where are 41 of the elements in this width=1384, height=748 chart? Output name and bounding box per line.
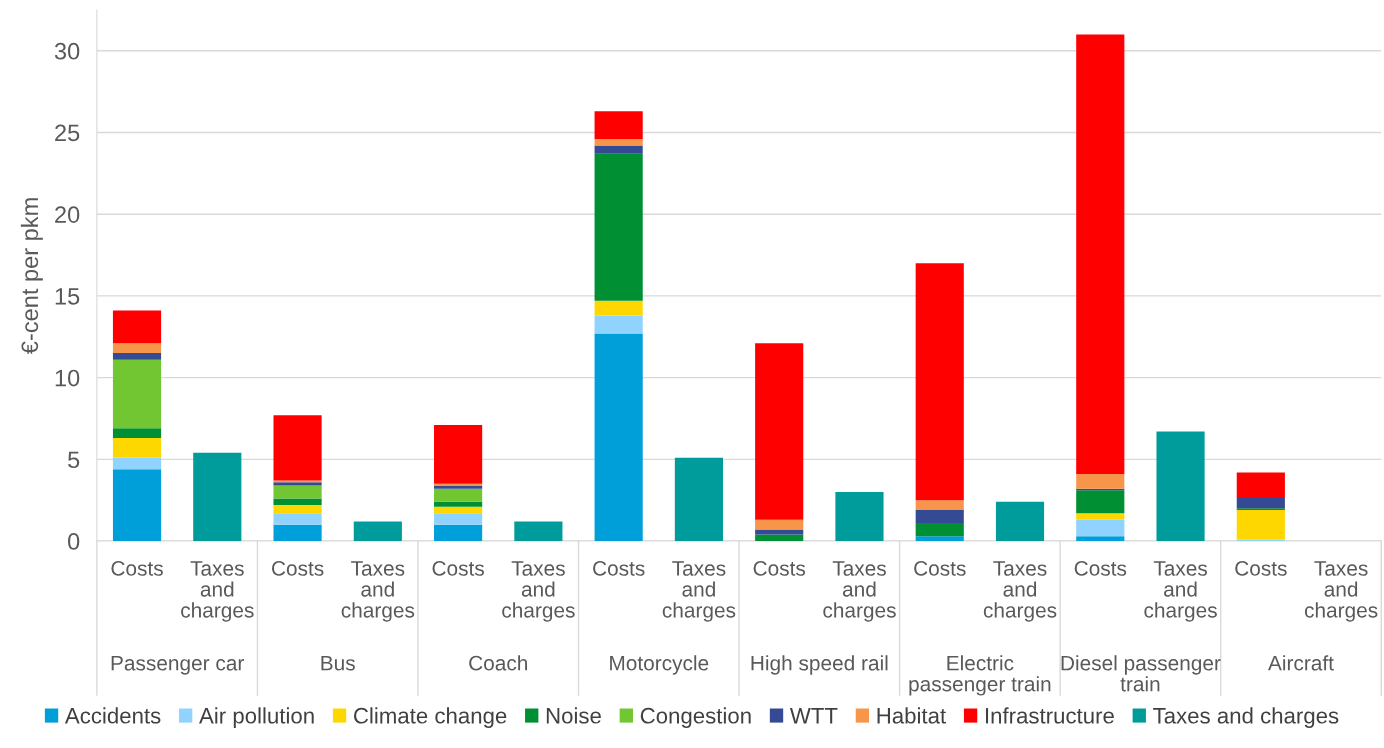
legend-label: Climate change xyxy=(354,707,507,728)
text: Passenger car xyxy=(111,655,244,675)
y-tick-label: 30 xyxy=(54,42,80,60)
text: Bus xyxy=(321,655,355,671)
text: Aircraft xyxy=(1268,655,1334,671)
x-tick-label: Taxes and charges xyxy=(983,561,1057,622)
x-tick-label: Costs xyxy=(914,561,966,576)
x-tick-label: Costs xyxy=(593,561,645,576)
x-tick-label: Taxes and charges xyxy=(502,561,575,622)
legend-label: WTT xyxy=(789,708,838,724)
x-tick-label: Taxes and charges xyxy=(341,561,415,622)
legend-label: Habitat xyxy=(877,707,946,724)
y-tick-label: 25 xyxy=(55,124,80,142)
legend-label: Air pollution xyxy=(199,707,314,728)
x-tick-label: Costs xyxy=(753,561,806,576)
text: Coach xyxy=(469,655,527,671)
x-tick-label: Taxes and charges xyxy=(662,561,736,622)
x-tick-label: Taxes and charges xyxy=(823,561,896,622)
y-axis-title: €-cent per pkm xyxy=(20,198,43,355)
text: Motorcycle xyxy=(610,655,709,675)
x-tick-label: Taxes and charges xyxy=(181,561,254,622)
y-tick-label: 15 xyxy=(55,288,80,305)
x-tick-label: Taxes and charges xyxy=(1144,561,1217,622)
text: Electric passenger train xyxy=(909,655,1051,696)
y-tick-label: 20 xyxy=(55,206,80,223)
x-tick-label: Costs xyxy=(1074,561,1127,576)
y-tick-label: 0 xyxy=(68,533,80,550)
legend-label: Accidents xyxy=(64,707,161,724)
x-tick-label: Taxes and charges xyxy=(1304,561,1378,622)
x-tick-label: Costs xyxy=(111,561,163,576)
x-tick-label: Costs xyxy=(271,561,324,576)
x-tick-label: Costs xyxy=(1235,561,1287,576)
text: Diesel passenger train xyxy=(1061,655,1221,692)
x-tick-label: Costs xyxy=(432,561,484,576)
legend-label: Noise xyxy=(546,707,601,724)
legend-label: Infrastructure xyxy=(985,707,1114,724)
y-tick-label: 10 xyxy=(55,369,80,387)
text: High speed rail xyxy=(751,655,888,675)
legend-label: Taxes and charges xyxy=(1153,707,1339,728)
y-tick-label: 5 xyxy=(68,451,80,469)
legend-label: Congestion xyxy=(640,707,751,728)
